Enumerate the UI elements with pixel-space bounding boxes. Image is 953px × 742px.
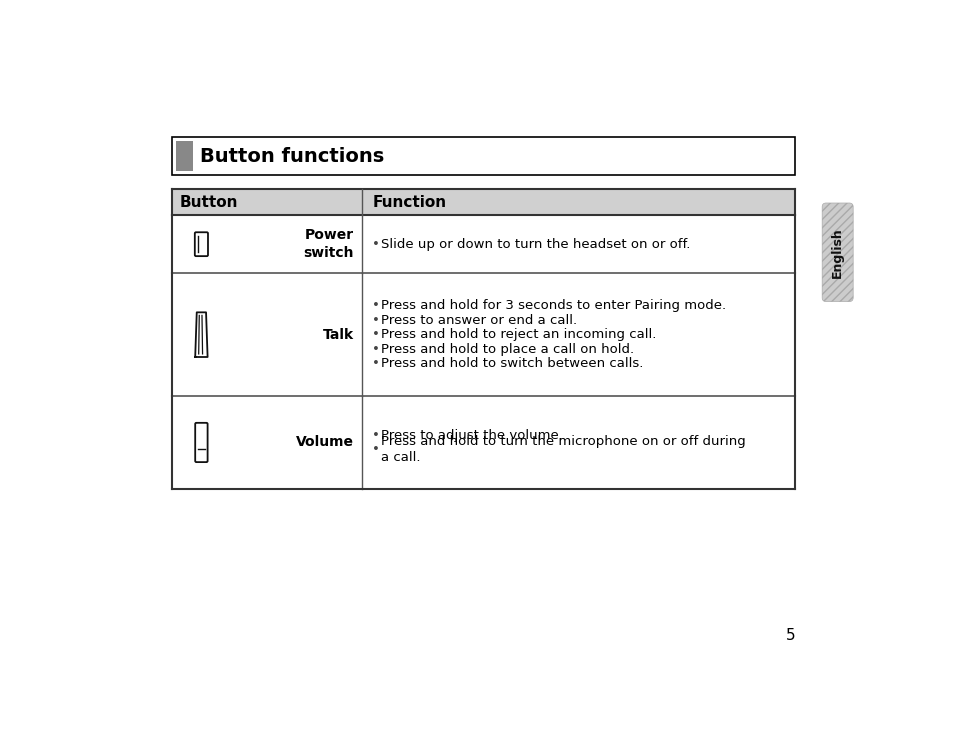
Text: Press and hold to turn the microphone on or off during
a call.: Press and hold to turn the microphone on…	[381, 436, 745, 464]
Text: Press to adjust the volume.: Press to adjust the volume.	[381, 429, 562, 441]
Text: Slide up or down to turn the headset on or off.: Slide up or down to turn the headset on …	[381, 237, 690, 251]
Text: Button functions: Button functions	[199, 146, 384, 165]
Bar	[172, 273, 794, 396]
Bar	[172, 137, 794, 175]
Text: •: •	[372, 314, 379, 326]
Text: English: English	[830, 227, 843, 278]
Text: Function: Function	[373, 194, 447, 210]
Text: Press and hold to place a call on hold.: Press and hold to place a call on hold.	[381, 343, 634, 356]
FancyBboxPatch shape	[195, 423, 208, 462]
Text: Press to answer or end a call.: Press to answer or end a call.	[381, 314, 577, 326]
Bar	[175, 141, 193, 171]
Bar	[172, 215, 794, 273]
Text: •: •	[372, 443, 379, 456]
FancyBboxPatch shape	[821, 203, 852, 301]
Text: •: •	[372, 328, 379, 341]
Text: Press and hold to reject an incoming call.: Press and hold to reject an incoming cal…	[381, 328, 656, 341]
Text: Press and hold to switch between calls.: Press and hold to switch between calls.	[381, 358, 643, 370]
Text: Press and hold for 3 seconds to enter Pairing mode.: Press and hold for 3 seconds to enter Pa…	[381, 299, 726, 312]
Text: •: •	[372, 237, 379, 251]
Text: •: •	[372, 299, 379, 312]
Text: Volume: Volume	[296, 436, 354, 450]
Text: •: •	[372, 343, 379, 356]
Text: •: •	[372, 358, 379, 370]
Text: •: •	[372, 429, 379, 441]
Text: Talk: Talk	[323, 328, 354, 341]
Bar	[172, 189, 794, 215]
Bar	[172, 396, 794, 489]
Text: Power
switch: Power switch	[303, 228, 354, 260]
Text: Button: Button	[179, 194, 238, 210]
Text: 5: 5	[784, 628, 794, 643]
FancyBboxPatch shape	[194, 232, 208, 256]
